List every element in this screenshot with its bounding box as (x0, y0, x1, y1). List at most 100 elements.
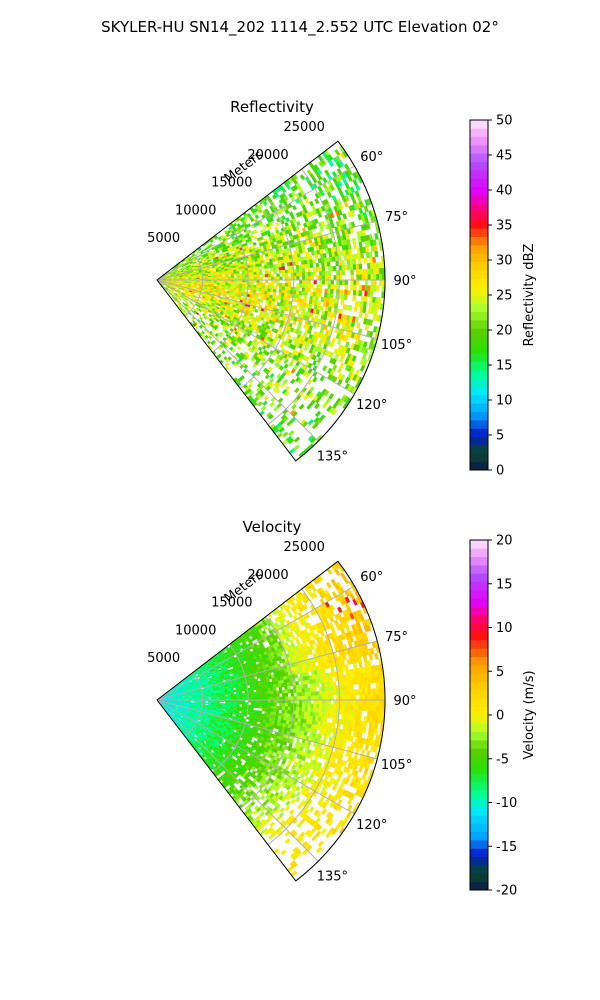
range-gate-cell (270, 690, 274, 695)
range-gate-cell (236, 695, 240, 699)
range-gate-cell (219, 696, 223, 699)
range-gate-cell (256, 274, 260, 278)
range-gate-cell (298, 403, 305, 410)
range-gate-cell (350, 274, 354, 281)
range-gate-cell (312, 223, 318, 230)
range-gate-cell (307, 418, 314, 426)
range-gate-cell (250, 284, 254, 288)
colorbar-segment (470, 128, 488, 138)
range-gate-cell (352, 258, 357, 265)
range-gate-cell (296, 253, 301, 258)
colorbar-segment (470, 453, 488, 463)
range-gate-cell (261, 691, 266, 695)
colorbar-segment (470, 461, 488, 471)
colorbar-segment (470, 186, 488, 196)
range-gate-cell (209, 239, 214, 244)
range-gate-cell (213, 276, 218, 279)
range-gate-cell (307, 287, 311, 293)
range-gate-cell (252, 266, 257, 271)
colorbar-segment (470, 428, 488, 438)
range-gate-cell (319, 279, 323, 285)
range-gate-cell (303, 295, 308, 300)
range-gate-cell (341, 269, 346, 276)
colorbar-segment (470, 153, 488, 163)
range-gate-cell (301, 264, 305, 269)
range-gate-cell (267, 264, 271, 269)
range-gate-cell (364, 268, 369, 275)
range-gate-cell (207, 695, 212, 698)
range-gate-cell (236, 273, 240, 277)
range-gate-cell (373, 688, 377, 695)
range-gate-cell (324, 275, 329, 281)
range-gate-cell (253, 269, 257, 273)
range-gate-cell (302, 275, 306, 281)
range-gate-cell (358, 241, 363, 249)
range-gate-cell (261, 285, 266, 289)
range-gate-cell (298, 290, 303, 296)
range-gate-cell (316, 168, 323, 175)
range-gate-cell (347, 243, 352, 250)
range-gate-cell (333, 690, 337, 696)
range-gate-cell (372, 256, 376, 264)
range-gate-cell (281, 269, 286, 274)
range-gate-cell (287, 689, 291, 694)
range-gate-cell (307, 691, 312, 697)
range-gate-cell (208, 335, 213, 340)
range-gate-cell (353, 305, 358, 312)
range-gate-cell (337, 180, 343, 188)
range-gate-cell (345, 626, 351, 633)
range-gate-cell (273, 687, 277, 692)
range-gate-cell (287, 269, 291, 274)
range-gate-cell (221, 350, 226, 355)
range-gate-cell (215, 250, 220, 254)
range-gate-cell (319, 284, 323, 289)
range-gate-cell (344, 264, 348, 271)
range-gate-cell (361, 688, 366, 695)
range-gate-cell (267, 225, 272, 231)
colorbar-segment (470, 211, 488, 221)
range-gate-cell (233, 273, 237, 277)
range-gate-cell (328, 160, 335, 167)
range-gate-cell (264, 273, 269, 278)
range-gate-cell (285, 217, 291, 223)
range-gate-cell (327, 279, 332, 285)
range-gate-cell (227, 272, 232, 275)
range-gate-cell (341, 289, 346, 295)
range-gate-cell (330, 265, 334, 272)
range-gate-cell (315, 682, 320, 688)
range-gate-cell (336, 338, 342, 345)
range-gate-cell (263, 395, 270, 401)
range-gate-cell (227, 275, 232, 279)
colorbar-tick-label: 40 (496, 184, 513, 199)
range-gate-cell (313, 279, 317, 285)
range-gate-cell (259, 691, 263, 695)
range-gate-cell (313, 687, 317, 692)
range-gate-cell (222, 276, 226, 279)
range-gate-cell (361, 274, 366, 281)
range-gate-cell (352, 264, 357, 270)
range-gate-cell (296, 268, 300, 273)
range-gate-cell (356, 322, 361, 329)
range-gate-cell (316, 695, 320, 701)
range-gate-cell (361, 268, 366, 275)
range-gate-cell (327, 266, 331, 272)
colorbar-segment (470, 386, 488, 396)
range-gate-cell (276, 690, 280, 694)
range-gate-cell (358, 269, 363, 275)
angle-tick-label: 60° (360, 150, 383, 165)
range-gate-cell (273, 285, 277, 290)
colorbar-segment (470, 353, 488, 363)
colorbar-segment (470, 136, 488, 146)
range-gate-cell (315, 296, 319, 302)
range-gate-cell (355, 263, 360, 270)
range-gate-cell (301, 272, 306, 277)
range-gate-cell (270, 273, 274, 278)
range-gate-cell (273, 693, 277, 698)
range-gate-cell (350, 210, 356, 217)
range-gate-cell (262, 201, 268, 206)
range-gate-cell (347, 689, 351, 696)
range-gate-cell (198, 308, 202, 313)
range-gate-cell (275, 266, 280, 271)
angle-tick-label: 135° (317, 449, 348, 464)
range-gate-cell (343, 201, 349, 208)
